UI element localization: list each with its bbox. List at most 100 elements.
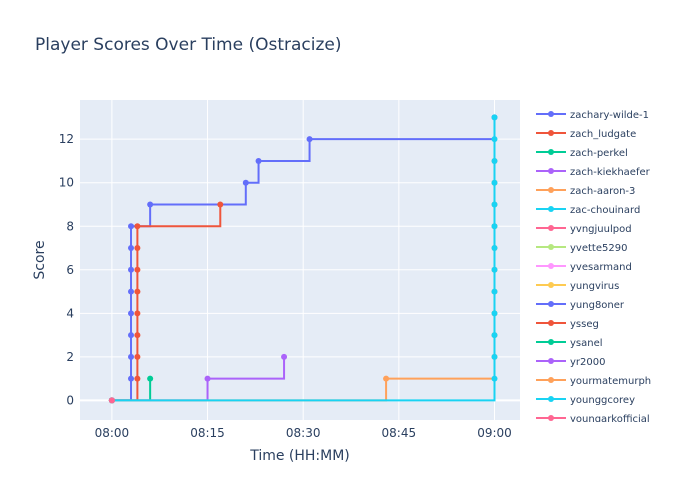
series-layer (108, 114, 498, 404)
legend-label: zachary-wilde-1 (570, 110, 649, 121)
legend-label: yourmatemurph (570, 376, 651, 387)
data-point (134, 310, 141, 317)
legend-item[interactable]: youngarkofficial (536, 414, 650, 425)
data-point (128, 332, 135, 339)
data-point (491, 375, 498, 382)
data-point (491, 310, 498, 317)
y-tick-label: 8 (66, 219, 74, 233)
data-point (128, 375, 135, 382)
legend-swatch-marker (548, 244, 554, 250)
data-point (134, 332, 141, 339)
data-point (217, 201, 224, 208)
legend[interactable]: zachary-wilde-1 zach_ludgate zach-perkel za… (536, 110, 651, 425)
series-line (111, 204, 222, 402)
data-point (255, 157, 262, 164)
y-tick-label: 0 (66, 393, 74, 407)
data-point (204, 375, 211, 382)
legend-item[interactable]: younggcorey (536, 395, 635, 406)
x-tick-label: 08:30 (286, 426, 321, 440)
y-tick-label: 12 (59, 132, 74, 146)
y-tick-label: 2 (66, 350, 74, 364)
data-point (134, 353, 141, 360)
legend-label: yr2000 (570, 357, 605, 368)
legend-item[interactable]: yungvirus (536, 281, 619, 292)
legend-swatch-marker (548, 396, 554, 402)
data-point (134, 223, 141, 230)
chart-title: Player Scores Over Time (Ostracize) (35, 35, 342, 55)
y-tick-label: 4 (66, 306, 74, 320)
legend-label: yung8oner (570, 300, 625, 311)
legend-label: zach-aaron-3 (570, 186, 635, 197)
legend-label: yvette5290 (570, 243, 627, 254)
data-point (134, 375, 141, 382)
legend-label: zach-perkel (570, 148, 628, 159)
legend-item[interactable]: yvette5290 (536, 243, 627, 254)
legend-swatch-marker (548, 263, 554, 269)
legend-swatch-marker (548, 320, 554, 326)
legend-swatch-marker (548, 301, 554, 307)
legend-swatch-marker (548, 225, 554, 231)
legend-item[interactable]: zach-kiekhaefer (536, 167, 651, 178)
legend-label: ysseg (570, 319, 599, 330)
data-point (383, 375, 390, 382)
data-point (134, 288, 141, 295)
plot-area (80, 100, 520, 420)
y-axis-label: Score (32, 240, 48, 279)
data-point (491, 266, 498, 273)
data-point (491, 245, 498, 252)
x-tick-label: 08:15 (190, 426, 225, 440)
legend-item[interactable]: yvngjuulpod (536, 224, 632, 235)
data-point (491, 157, 498, 164)
data-point (128, 288, 135, 295)
x-tick-label: 08:45 (382, 426, 417, 440)
data-point (491, 223, 498, 230)
legend-label: zach_ludgate (570, 129, 636, 140)
series-youngarkofficial (108, 397, 115, 404)
data-point (491, 201, 498, 208)
data-point (491, 288, 498, 295)
legend-item[interactable]: zac-chouinard (536, 205, 640, 216)
data-point (281, 353, 288, 360)
y-tick-label: 6 (66, 263, 74, 277)
data-point (491, 179, 498, 186)
legend-item[interactable]: ysanel (536, 338, 603, 349)
series-clip-group (108, 114, 498, 404)
data-point (128, 266, 135, 273)
data-point (128, 223, 135, 230)
legend-item[interactable]: zach-aaron-3 (536, 186, 635, 197)
legend-label: ysanel (570, 338, 603, 349)
legend-item[interactable]: zach-perkel (536, 148, 628, 159)
data-point (491, 136, 498, 143)
data-point (134, 266, 141, 273)
legend-item[interactable]: zachary-wilde-1 (536, 110, 649, 121)
data-point (491, 353, 498, 360)
legend-item[interactable]: yung8oner (536, 300, 625, 311)
legend-item[interactable]: yourmatemurph (536, 376, 651, 387)
legend-swatch-marker (548, 206, 554, 212)
legend-item[interactable]: yr2000 (536, 357, 605, 368)
legend-swatch-marker (548, 111, 554, 117)
x-tick-label: 09:00 (477, 426, 512, 440)
legend-label: younggcorey (570, 395, 635, 406)
y-tick-label: 10 (59, 176, 74, 190)
legend-item[interactable]: ysseg (536, 319, 599, 330)
legend-item[interactable]: yvesarmand (536, 262, 632, 273)
legend-item[interactable]: zach_ludgate (536, 129, 636, 140)
data-point (306, 136, 313, 143)
legend-swatch-marker (548, 377, 554, 383)
data-point (128, 310, 135, 317)
legend-clip-group: zachary-wilde-1 zach_ludgate zach-perkel za… (536, 110, 651, 425)
data-point (108, 397, 115, 404)
legend-label: zach-kiekhaefer (570, 167, 651, 178)
legend-swatch-marker (548, 149, 554, 155)
legend-label: yvesarmand (570, 262, 632, 273)
legend-swatch-marker (548, 282, 554, 288)
data-point (147, 375, 154, 382)
legend-swatch-marker (548, 339, 554, 345)
legend-swatch-marker (548, 415, 554, 421)
legend-swatch-marker (548, 187, 554, 193)
legend-label: yvngjuulpod (570, 224, 632, 235)
data-point (128, 353, 135, 360)
data-point (491, 114, 498, 121)
